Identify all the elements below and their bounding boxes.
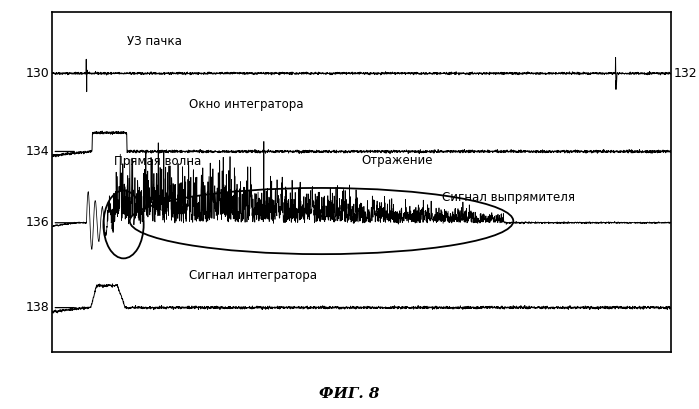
Text: Прямая волна: Прямая волна <box>115 155 201 169</box>
Text: Сигнал выпрямителя: Сигнал выпрямителя <box>442 191 575 204</box>
Text: Отражение: Отражение <box>362 154 433 167</box>
Text: 134: 134 <box>26 145 50 158</box>
Text: 130: 130 <box>26 67 50 80</box>
Text: Окно интегратора: Окно интегратора <box>189 98 303 111</box>
Text: Сигнал интегратора: Сигнал интегратора <box>189 269 317 282</box>
Text: 136: 136 <box>26 216 50 229</box>
Text: 132: 132 <box>674 67 698 80</box>
Text: УЗ пачка: УЗ пачка <box>127 35 182 48</box>
Text: 138: 138 <box>26 301 50 314</box>
Text: ФИГ. 8: ФИГ. 8 <box>319 387 380 401</box>
